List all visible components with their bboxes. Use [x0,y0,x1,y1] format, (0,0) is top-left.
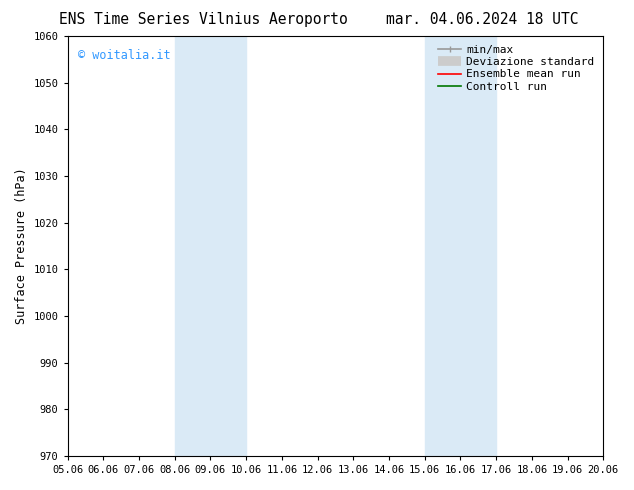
Text: © woitalia.it: © woitalia.it [79,49,171,62]
Y-axis label: Surface Pressure (hPa): Surface Pressure (hPa) [15,168,28,324]
Text: mar. 04.06.2024 18 UTC: mar. 04.06.2024 18 UTC [385,12,578,27]
Bar [175,36,246,456]
Bar [425,36,496,456]
Legend: min/max, Deviazione standard, Ensemble mean run, Controll run: min/max, Deviazione standard, Ensemble m… [435,42,598,95]
Text: ENS Time Series Vilnius Aeroporto: ENS Time Series Vilnius Aeroporto [58,12,347,27]
